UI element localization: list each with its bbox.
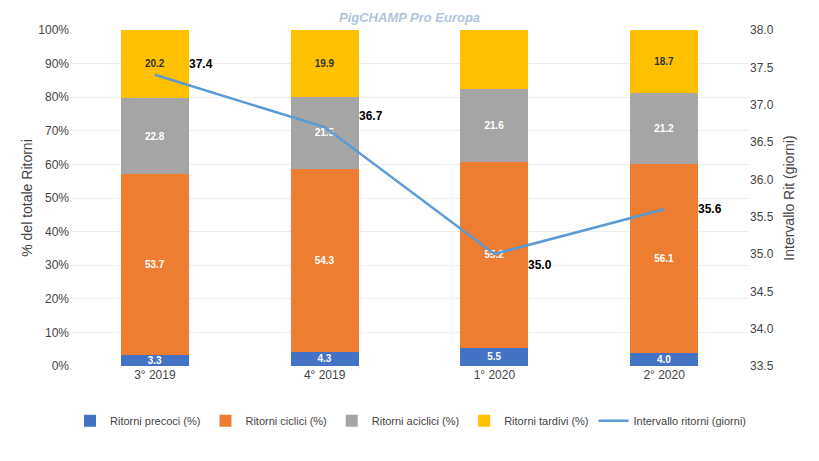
svg-text:37.0: 37.0 <box>750 98 774 112</box>
svg-text:38.0: 38.0 <box>750 23 774 37</box>
svg-text:33.5: 33.5 <box>750 359 774 373</box>
svg-text:34.0: 34.0 <box>750 322 774 336</box>
svg-text:5.5: 5.5 <box>487 351 501 362</box>
svg-text:35.6: 35.6 <box>698 202 722 216</box>
svg-text:50%: 50% <box>45 191 69 205</box>
svg-text:53.7: 53.7 <box>145 259 165 270</box>
svg-text:Ritorni ciclici (%): Ritorni ciclici (%) <box>245 415 326 427</box>
svg-text:4.3: 4.3 <box>317 353 331 364</box>
svg-text:10%: 10% <box>45 326 69 340</box>
svg-text:4.0: 4.0 <box>657 354 671 365</box>
svg-text:PigCHAMP Pro Europa: PigCHAMP Pro Europa <box>339 10 480 25</box>
svg-text:0%: 0% <box>52 359 70 373</box>
svg-text:2° 2020: 2° 2020 <box>643 368 685 382</box>
svg-text:20.2: 20.2 <box>145 58 165 69</box>
svg-text:35.0: 35.0 <box>750 247 774 261</box>
svg-text:36.0: 36.0 <box>750 173 774 187</box>
svg-text:Intervallo ritorni (giorni): Intervallo ritorni (giorni) <box>634 415 746 427</box>
svg-text:60%: 60% <box>45 158 69 172</box>
svg-text:Ritorni tardivi (%): Ritorni tardivi (%) <box>504 415 588 427</box>
svg-text:90%: 90% <box>45 57 69 71</box>
svg-text:40%: 40% <box>45 225 69 239</box>
svg-text:4° 2019: 4° 2019 <box>304 368 346 382</box>
svg-text:% del totale Ritorni: % del totale Ritorni <box>19 139 35 257</box>
svg-text:37.4: 37.4 <box>189 57 213 71</box>
svg-text:55.2: 55.2 <box>484 249 504 260</box>
svg-text:54.3: 54.3 <box>315 255 335 266</box>
svg-text:36.5: 36.5 <box>750 135 774 149</box>
svg-text:36.7: 36.7 <box>359 109 383 123</box>
svg-text:1° 2020: 1° 2020 <box>474 368 516 382</box>
svg-text:35.0: 35.0 <box>528 258 552 272</box>
svg-text:Ritorni aciclici (%): Ritorni aciclici (%) <box>372 415 459 427</box>
svg-text:80%: 80% <box>45 90 69 104</box>
svg-text:3° 2019: 3° 2019 <box>134 368 176 382</box>
svg-text:21.2: 21.2 <box>654 123 674 134</box>
svg-text:3.3: 3.3 <box>148 355 162 366</box>
svg-text:35.5: 35.5 <box>750 210 774 224</box>
svg-text:100%: 100% <box>38 23 69 37</box>
svg-text:Ritorni precoci (%): Ritorni precoci (%) <box>110 415 200 427</box>
svg-text:30%: 30% <box>45 258 69 272</box>
svg-text:37.5: 37.5 <box>750 61 774 75</box>
svg-text:70%: 70% <box>45 124 69 138</box>
svg-text:22.8: 22.8 <box>145 131 165 142</box>
svg-text:19.9: 19.9 <box>315 58 335 69</box>
svg-text:21.5: 21.5 <box>315 127 335 138</box>
svg-text:34.5: 34.5 <box>750 285 774 299</box>
svg-text:Intervallo Rit (giorni): Intervallo Rit (giorni) <box>781 135 797 260</box>
svg-text:21.6: 21.6 <box>484 120 504 131</box>
svg-text:18.7: 18.7 <box>654 56 674 67</box>
svg-text:56.1: 56.1 <box>654 253 674 264</box>
svg-text:20%: 20% <box>45 292 69 306</box>
